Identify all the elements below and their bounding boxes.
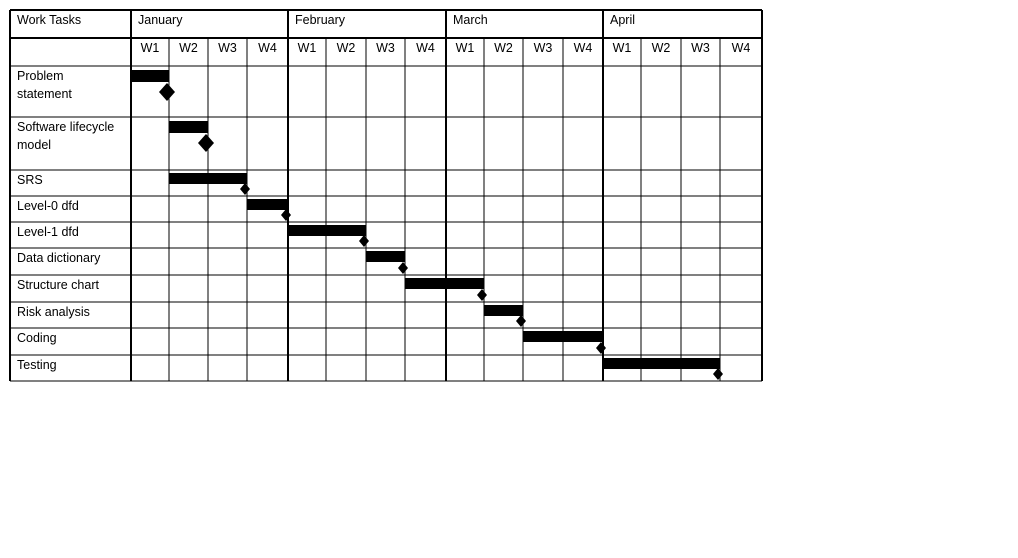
- milestone-diamond: [198, 134, 214, 152]
- week-label: W1: [141, 41, 160, 55]
- task-name: Coding: [17, 331, 57, 345]
- task-name: Data dictionary: [17, 251, 101, 265]
- week-label: W1: [613, 41, 632, 55]
- week-label: W2: [494, 41, 513, 55]
- month-label: March: [453, 13, 488, 27]
- week-label: W4: [416, 41, 435, 55]
- week-label: W2: [652, 41, 671, 55]
- milestone-diamond: [240, 183, 250, 195]
- task-name: Problem: [17, 69, 64, 83]
- task-bar: [603, 358, 720, 369]
- month-label: April: [610, 13, 635, 27]
- task-name: statement: [17, 87, 72, 101]
- task-bar: [523, 331, 603, 342]
- milestone-diamond: [398, 262, 408, 274]
- milestone-diamond: [596, 342, 606, 354]
- task-bar: [288, 225, 366, 236]
- week-label: W4: [732, 41, 751, 55]
- task-bar: [366, 251, 405, 262]
- week-label: W2: [337, 41, 356, 55]
- task-name: SRS: [17, 173, 43, 187]
- week-label: W3: [218, 41, 237, 55]
- task-name: model: [17, 138, 51, 152]
- task-name: Level-0 dfd: [17, 199, 79, 213]
- month-label: February: [295, 13, 346, 27]
- task-name: Testing: [17, 358, 57, 372]
- task-name: Structure chart: [17, 278, 100, 292]
- month-label: January: [138, 13, 183, 27]
- task-bar: [131, 70, 169, 82]
- week-label: W1: [456, 41, 475, 55]
- task-name: Software lifecycle: [17, 120, 114, 134]
- task-bar: [169, 121, 208, 133]
- week-label: W4: [574, 41, 593, 55]
- task-bar: [247, 199, 288, 210]
- week-label: W3: [376, 41, 395, 55]
- milestone-diamond: [159, 83, 175, 101]
- week-label: W3: [534, 41, 553, 55]
- task-name: Risk analysis: [17, 305, 90, 319]
- header-work-tasks: Work Tasks: [17, 13, 81, 27]
- week-label: W3: [691, 41, 710, 55]
- week-label: W1: [298, 41, 317, 55]
- task-bar: [169, 173, 247, 184]
- task-bar: [484, 305, 523, 316]
- task-bar: [405, 278, 484, 289]
- task-name: Level-1 dfd: [17, 225, 79, 239]
- milestone-diamond: [713, 368, 723, 380]
- milestone-diamond: [516, 315, 526, 327]
- milestone-diamond: [477, 289, 487, 301]
- week-label: W4: [258, 41, 277, 55]
- milestone-diamond: [359, 235, 369, 247]
- milestone-diamond: [281, 209, 291, 221]
- week-label: W2: [179, 41, 198, 55]
